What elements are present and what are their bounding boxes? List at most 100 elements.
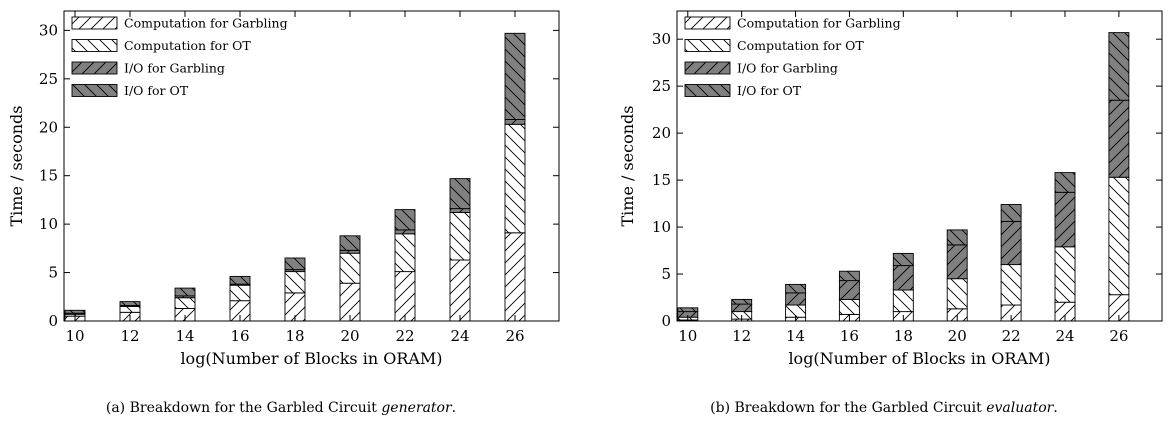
x-tick-label: 14 [175,327,194,345]
bar-i-o-for-ot-18 [284,257,306,271]
bar-i-o-for-garbling-14 [785,292,807,306]
y-tick-label: 20 [39,118,58,136]
bar-i-o-for-ot-24 [1054,172,1076,193]
x-tick-label: 12 [120,327,139,345]
bar-i-o-for-garbling-18 [892,265,914,291]
bar-i-o-for-ot-20 [946,229,968,246]
bar-computation-for-ot-26 [504,123,526,234]
bar-i-o-for-ot-16 [229,275,251,285]
x-tick-label: 26 [1109,327,1128,345]
bar-computation-for-garbling-22 [394,271,416,322]
bar-i-o-for-ot-22 [1000,204,1022,222]
legend-swatch-i-o-for-ot [684,84,731,97]
y-tick-label: 10 [652,218,671,236]
plot-frame [63,10,560,322]
bar-i-o-for-ot-14 [174,287,196,297]
bar-i-o-for-ot-16 [838,270,860,282]
caption-evaluator: (b) Breakdown for the Garbled Circuit ev… [710,400,1058,416]
x-tick-label: 22 [395,327,414,345]
legend-swatch-i-o-for-ot [71,84,118,97]
legend-swatch-i-o-for-garbling [71,61,118,75]
bar-computation-for-ot-12 [119,306,141,313]
bar-i-o-for-ot-18 [892,252,914,267]
legend-label-i-o-for-garbling: I/O for Garbling [124,61,225,76]
legend-label-computation-for-ot: Computation for OT [737,38,864,53]
x-tick-label: 24 [1055,327,1074,345]
bar-computation-for-garbling-24 [449,259,471,322]
x-tick-label: 10 [678,327,697,345]
chart-evaluator: 0 5 10 15 20 25 30 10 12 14 16 18 20 22 24 26 log(Number… [618,10,1163,368]
bar-i-o-for-garbling-22 [394,229,416,235]
legend-swatch-computation-for-ot [684,39,731,52]
bar-computation-for-ot-16 [229,284,251,302]
x-tick-label: 18 [285,327,304,345]
bar-i-o-for-garbling-16 [838,280,860,300]
x-tick-label: 20 [948,327,967,345]
x-axis-label: log(Number of Blocks in ORAM) [788,349,1050,368]
x-tick-label: 22 [1002,327,1021,345]
y-tick-label: 25 [39,70,58,88]
bar-i-o-for-ot-26 [1108,32,1130,101]
x-tick-label: 18 [894,327,913,345]
bar-computation-for-ot-20 [339,252,361,284]
bar-computation-for-ot-18 [284,271,306,294]
legend-swatch-computation-for-garbling [71,16,118,30]
x-tick-label: 26 [505,327,524,345]
legend-swatch-i-o-for-garbling [684,61,731,75]
bar-i-o-for-garbling-24 [449,208,471,213]
y-tick-label: 5 [48,264,58,282]
chart-generator: 0 5 10 15 20 25 30 10 12 14 16 18 20 22 24 26 log(Number… [7,10,560,368]
x-tick-label: 14 [786,327,805,345]
plot-frame [676,10,1163,322]
y-tick-label: 0 [661,312,671,330]
bar-computation-for-ot-18 [892,289,914,313]
bar-i-o-for-ot-12 [119,301,141,306]
bar-i-o-for-ot-10 [64,309,86,314]
bar-i-o-for-garbling-24 [1054,191,1076,248]
bar-computation-for-ot-24 [449,212,471,261]
bar-computation-for-ot-16 [838,298,860,315]
bar-i-o-for-ot-26 [504,32,526,120]
bar-i-o-for-ot-20 [339,235,361,251]
legend-swatch-computation-for-ot [71,39,118,52]
x-tick-label: 10 [65,327,84,345]
x-tick-label: 24 [450,327,469,345]
bar-i-o-for-ot-22 [394,209,416,231]
bar-computation-for-ot-22 [394,233,416,273]
y-axis-label: Time / seconds [618,105,637,226]
bar-i-o-for-garbling-12 [731,303,753,313]
bar-computation-for-ot-24 [1054,246,1076,303]
bar-computation-for-ot-22 [1000,264,1022,306]
y-tick-label: 30 [652,30,671,48]
y-tick-label: 10 [39,215,58,233]
legend: Computation for Garbling Computation for … [684,16,901,98]
bar-i-o-for-garbling-26 [504,119,526,125]
y-tick-label: 15 [39,167,58,185]
y-tick-label: 5 [661,265,671,283]
bar-i-o-for-garbling-22 [1000,220,1022,266]
legend: Computation for Garbling Computation for … [71,16,288,98]
caption-generator: (a) Breakdown for the Garbled Circuit ge… [106,400,456,416]
x-tick-label: 12 [732,327,751,345]
bar-computation-for-ot-20 [946,278,968,310]
x-tick-label: 16 [230,327,249,345]
bar-i-o-for-ot-24 [449,178,471,210]
bar-computation-for-garbling-26 [504,232,526,322]
legend-label-i-o-for-garbling: I/O for Garbling [737,61,838,76]
y-tick-label: 30 [39,21,58,39]
bar-computation-for-ot-26 [1108,176,1130,296]
y-tick-label: 0 [48,312,58,330]
bar-i-o-for-ot-14 [785,283,807,294]
x-tick-label: 16 [840,327,859,345]
y-axis-label: Time / seconds [7,105,26,226]
y-tick-label: 20 [652,124,671,142]
bar-i-o-for-garbling-20 [946,244,968,280]
bar-i-o-for-ot-12 [731,298,753,305]
legend-label-computation-for-ot: Computation for OT [124,38,251,53]
legend-label-i-o-for-ot: I/O for OT [737,83,802,98]
x-tick-label: 20 [340,327,359,345]
bar-i-o-for-ot-10 [677,307,699,313]
bar-i-o-for-garbling-26 [1108,99,1130,178]
legend-label-i-o-for-ot: I/O for OT [124,83,189,98]
